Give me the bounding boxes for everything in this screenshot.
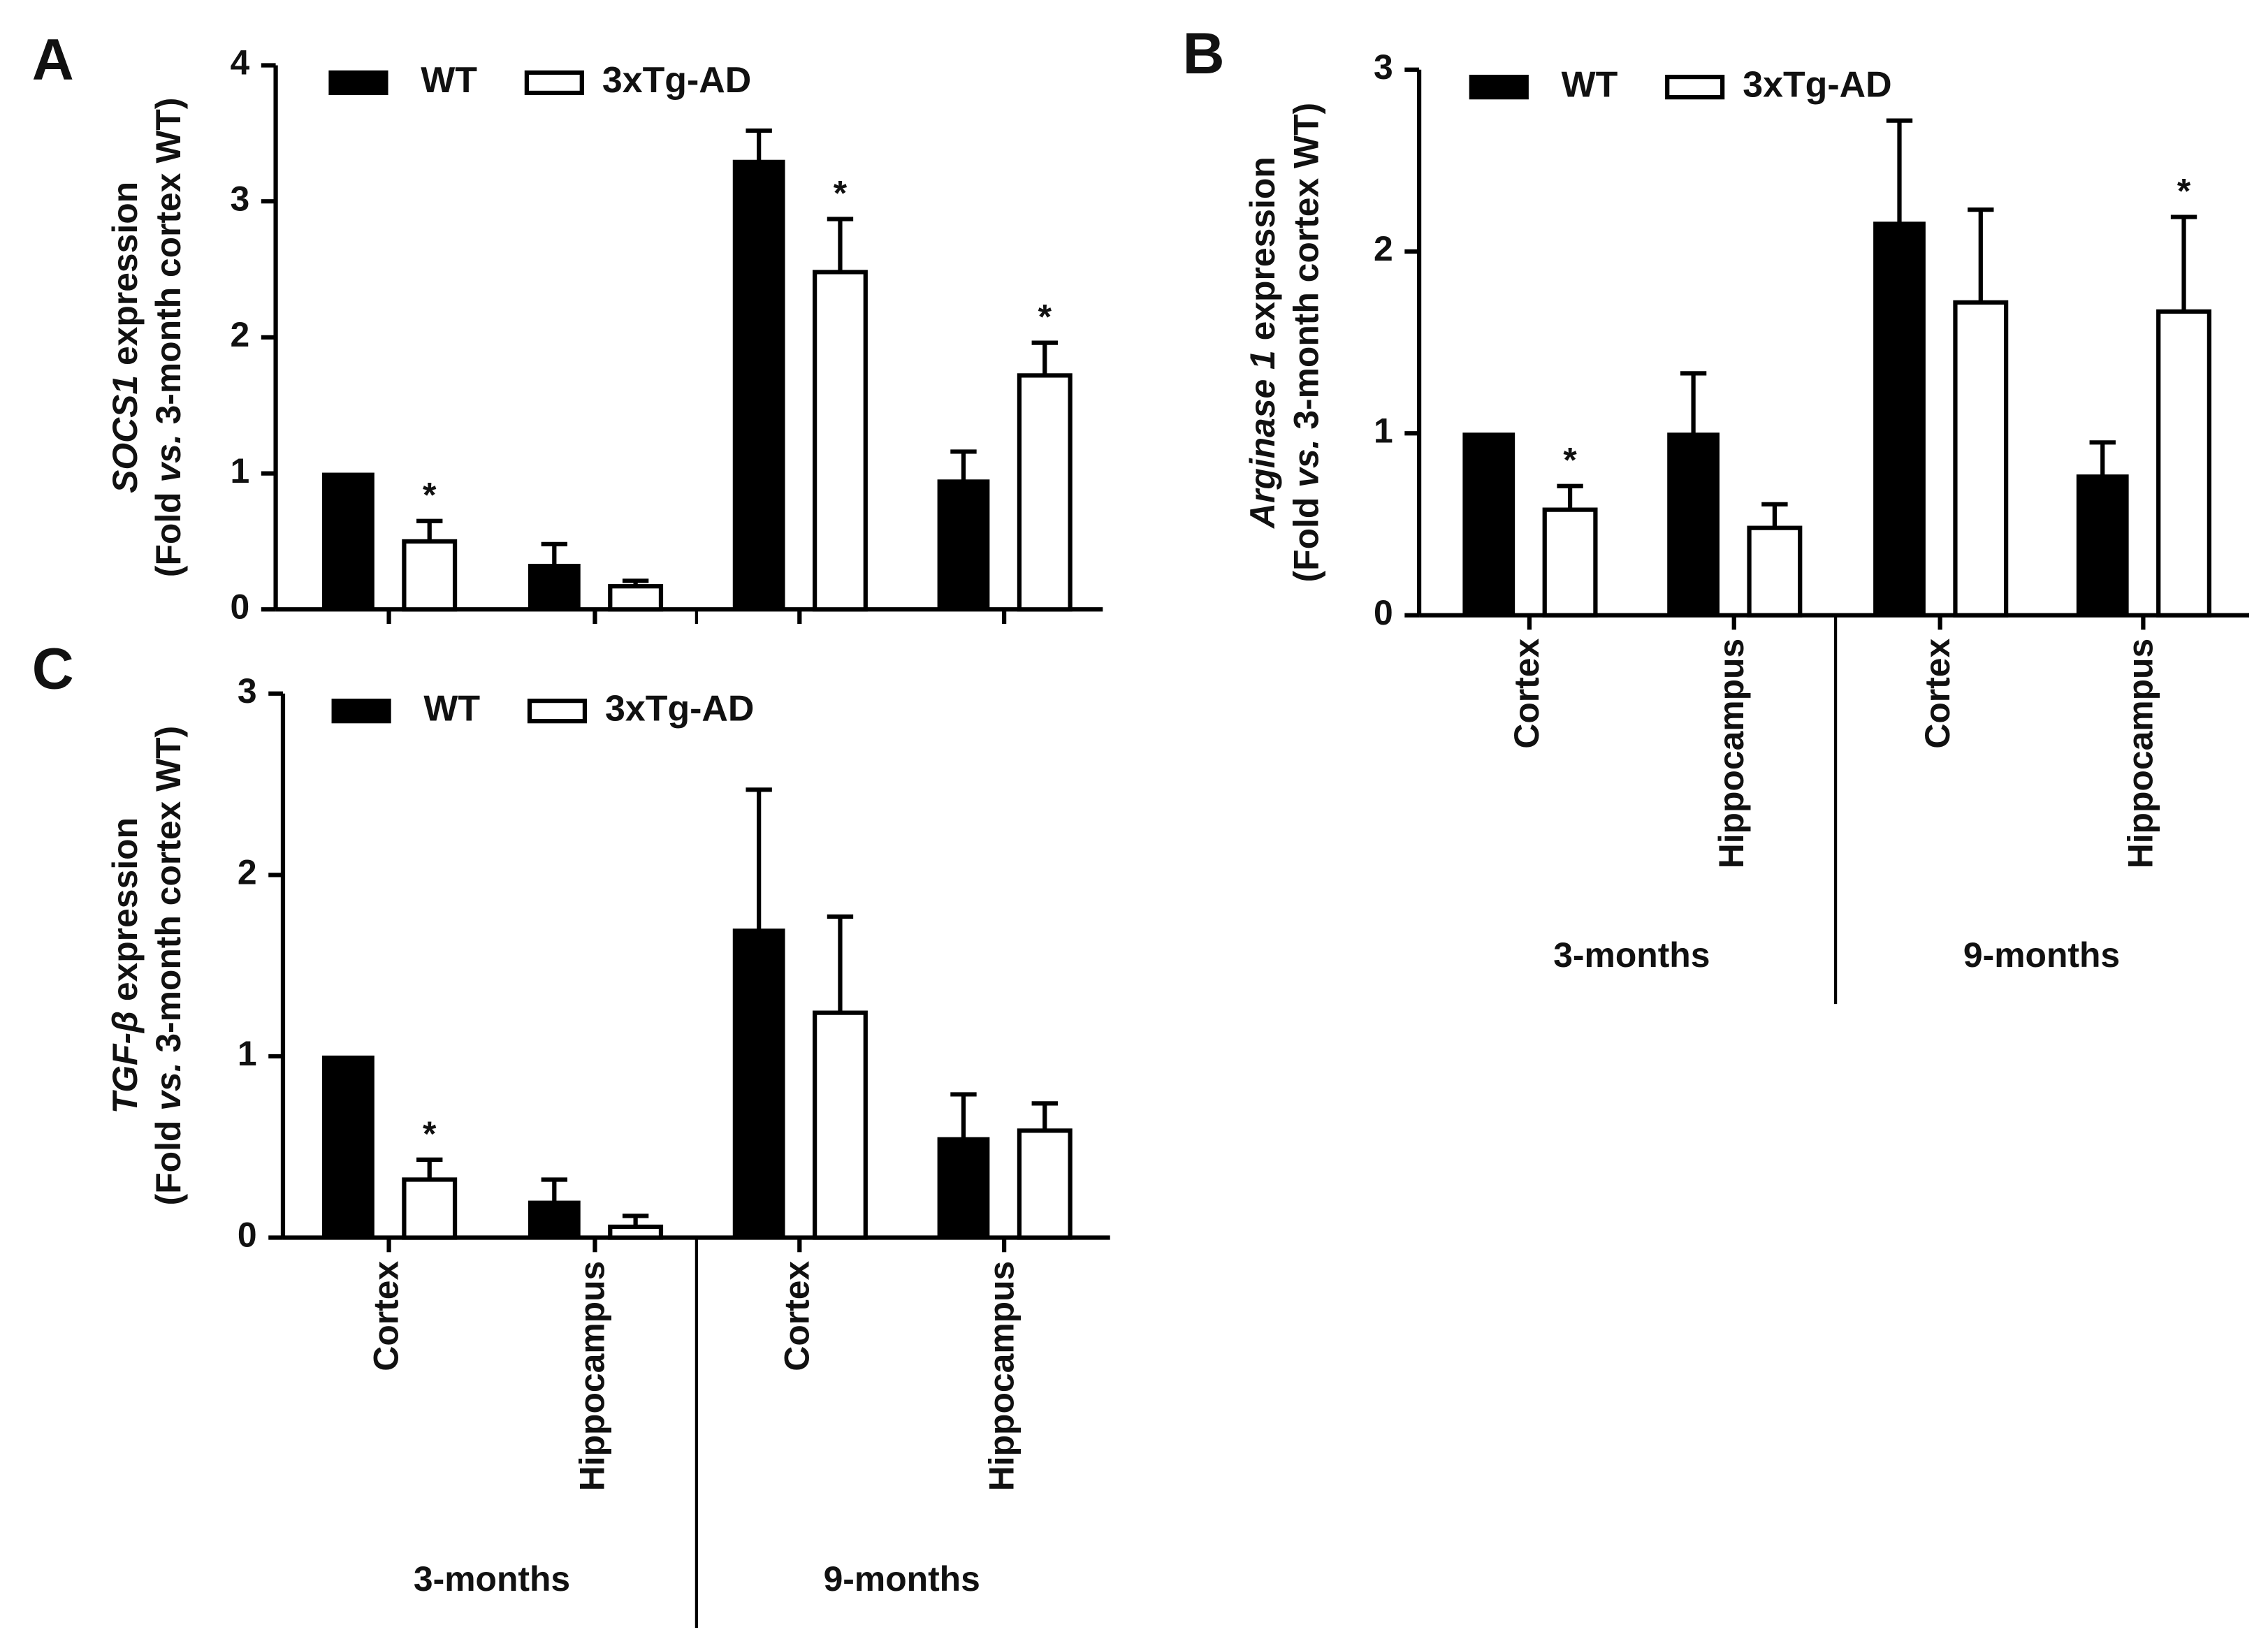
bar <box>402 539 458 612</box>
y-axis-label-part: 3-month cortex WT) <box>1286 103 1325 439</box>
bar <box>322 472 375 611</box>
y-axis-label-part: (Fold <box>149 1111 188 1206</box>
y-axis-label-part: Arginase 1 <box>1243 350 1282 530</box>
y-tick-label: 3 <box>238 671 257 711</box>
group-label: 3-months <box>1553 935 1710 975</box>
x-tick-label: Cortex <box>777 1260 816 1371</box>
x-tick-label: Hippocampus <box>1712 639 1751 868</box>
y-axis-label: (Fold vs. 3-month cortex WT) <box>1286 103 1325 583</box>
y-axis-label-part: TGF-β <box>106 1011 145 1114</box>
significance-mark: * <box>1038 298 1052 337</box>
bar <box>732 159 785 611</box>
bar <box>1542 507 1598 618</box>
y-axis-label-part: 3-month cortex WT) <box>149 98 188 435</box>
x-tick-label: Cortex <box>1507 639 1546 749</box>
bar <box>2076 474 2129 616</box>
legend-swatch <box>1665 74 1725 100</box>
y-axis-label-part: expression <box>106 817 145 1011</box>
y-tick-label: 2 <box>1374 229 1393 268</box>
bar <box>1017 373 1073 612</box>
x-tick-label: Hippocampus <box>982 1261 1021 1491</box>
significance-mark: * <box>423 1114 437 1153</box>
legend-swatch <box>524 70 584 96</box>
bar <box>937 1137 990 1239</box>
panel-letter: A <box>32 27 74 92</box>
legend-label: WT <box>423 688 480 729</box>
y-axis-label-part: 3-month cortex WT) <box>149 726 188 1063</box>
group-label: 9-months <box>1963 935 2120 975</box>
legend-swatch <box>1469 74 1529 100</box>
y-axis-label: (Fold vs. 3-month cortex WT) <box>149 726 188 1206</box>
y-axis-label: TGF-β expression <box>106 817 145 1114</box>
bar <box>1462 432 1515 616</box>
y-axis-label-part: vs. <box>149 434 188 482</box>
group-label: 3-months <box>414 1559 570 1598</box>
y-tick-label: 4 <box>230 43 249 82</box>
bar <box>1873 221 1926 616</box>
bar <box>528 1200 581 1239</box>
panel-letter: B <box>1183 21 1225 86</box>
significance-mark: * <box>2177 172 2191 211</box>
y-tick-label: 2 <box>230 315 249 354</box>
y-tick-label: 2 <box>238 853 257 892</box>
x-tick-label: Cortex <box>367 1260 406 1371</box>
bar <box>1667 432 1720 616</box>
bar <box>528 563 581 611</box>
legend-swatch <box>328 70 388 96</box>
y-tick-label: 0 <box>230 587 249 626</box>
group-label: 9-months <box>824 1559 980 1598</box>
y-tick-label: 0 <box>238 1216 257 1255</box>
legend-label: WT <box>1562 64 1618 105</box>
legend-swatch <box>527 699 588 724</box>
bar <box>608 1224 664 1240</box>
y-axis-label-part: expression <box>1243 156 1282 350</box>
x-tick-label: Cortex <box>1918 639 1957 749</box>
significance-mark: * <box>834 173 848 212</box>
y-axis-label-part: expression <box>106 182 145 375</box>
bar <box>1017 1128 1073 1240</box>
legend-label: 3xTg-AD <box>605 688 754 729</box>
y-axis-label: Arginase 1 expression <box>1243 156 1282 530</box>
x-tick-label: Hippocampus <box>2121 639 2160 868</box>
legend-swatch <box>331 699 391 724</box>
y-axis-label: SOCS1 expression <box>106 182 145 493</box>
bar <box>1953 300 2009 618</box>
significance-mark: * <box>423 476 437 515</box>
bar <box>2156 309 2212 618</box>
y-axis-label-part: SOCS1 <box>106 375 145 493</box>
legend-label: 3xTg-AD <box>1743 64 1891 105</box>
bar <box>937 479 990 611</box>
y-tick-label: 1 <box>230 451 249 490</box>
legend-label: WT <box>421 60 477 101</box>
y-axis-label-part: (Fold <box>1286 488 1325 583</box>
y-tick-label: 0 <box>1374 593 1393 632</box>
legend-label: 3xTg-AD <box>602 60 751 101</box>
y-axis-label-part: vs. <box>149 1063 188 1111</box>
y-tick-label: 1 <box>238 1034 257 1073</box>
significance-mark: * <box>1563 441 1577 480</box>
y-axis-label-part: (Fold <box>149 483 188 578</box>
y-tick-label: 3 <box>230 179 249 218</box>
bar <box>812 270 868 612</box>
y-tick-label: 1 <box>1374 411 1393 450</box>
y-tick-label: 3 <box>1374 48 1393 87</box>
bar <box>1747 525 1803 618</box>
bar <box>608 584 664 612</box>
bar <box>322 1055 375 1239</box>
x-tick-label: Hippocampus <box>573 1261 612 1491</box>
panel-letter: C <box>32 636 74 701</box>
y-axis-label-part: vs. <box>1286 439 1325 488</box>
bar <box>402 1177 458 1240</box>
bar <box>732 928 785 1239</box>
bar <box>812 1010 868 1240</box>
y-axis-label: (Fold vs. 3-month cortex WT) <box>149 98 188 578</box>
